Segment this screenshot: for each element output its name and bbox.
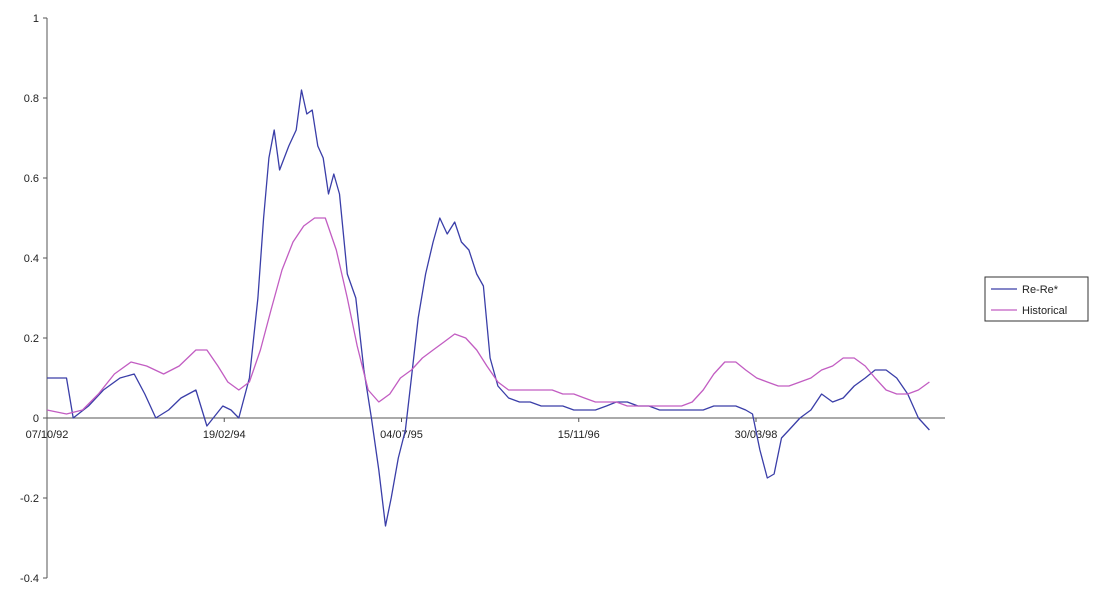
x-tick-label: 19/02/94 [203, 429, 246, 441]
y-tick-label: 0 [33, 413, 39, 425]
y-tick-label: -0.2 [20, 493, 39, 505]
y-axis-ticks: 1 0.8 0.6 0.4 0.2 0 -0.2 -0.4 [20, 13, 47, 585]
x-tick-label: 04/07/95 [380, 429, 423, 441]
plot-area: 10.80.60.40.20-0.2-0.4 07/10/92 19/02/94 0… [20, 13, 945, 585]
y-tick-label: -0.4 [20, 573, 39, 585]
x-tick-label: 07/10/92 [26, 429, 69, 441]
x-tick-label: 30/03/98 [735, 429, 778, 441]
series-layer [46, 89, 930, 527]
y-tick-label: 0.2 [24, 333, 39, 345]
y-tick-label: 0.6 [24, 173, 39, 185]
series-line-re-re [47, 89, 930, 527]
y-tick-label: 1 [33, 13, 39, 25]
legend-box [984, 276, 1089, 322]
y-tick-label: 0.8 [24, 93, 39, 105]
series-line-historical [46, 217, 930, 415]
legend: Re-Re* Historical [984, 276, 1089, 322]
legend-label-re-re: Re-Re* [1022, 284, 1059, 296]
x-tick-label: 15/11/96 [558, 429, 600, 441]
y-tick-label: 0.4 [24, 253, 39, 265]
x-axis-ticks: 07/10/92 19/02/94 04/07/95 15/11/96 30/03/98 [26, 418, 778, 441]
legend-label-historical: Historical [1022, 305, 1067, 317]
